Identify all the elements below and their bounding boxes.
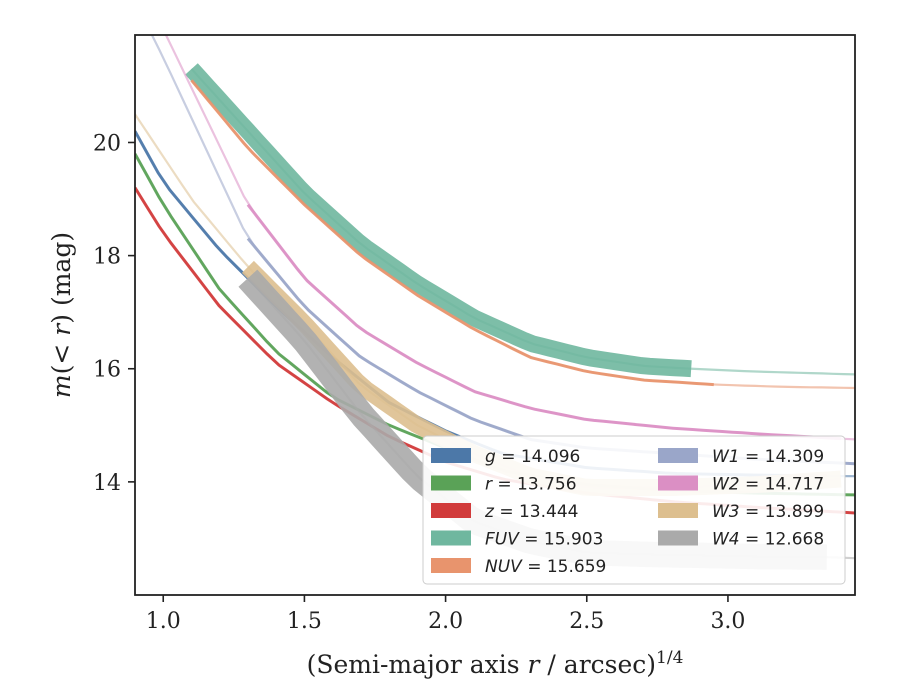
legend-item-r: r = 13.756 [431, 475, 577, 495]
legend-item-w4: W4 = 12.668 [658, 530, 824, 550]
series-nuv-line [190, 79, 714, 387]
legend-item-fuv: FUV = 15.903 [431, 530, 603, 550]
series-fuv-line [185, 63, 692, 378]
y-tick-label: 16 [93, 358, 121, 383]
x-tick-label: 2.0 [428, 609, 463, 634]
series-fuv [185, 63, 855, 378]
series-nuv [190, 79, 855, 390]
legend-label: W1 = 14.309 [712, 447, 824, 467]
series-w2-line [246, 203, 841, 441]
legend-label: z = 13.444 [484, 502, 578, 522]
plot-frame [134, 34, 856, 596]
legend-swatch [658, 530, 698, 546]
legend: g = 14.096 r = 13.756 z = 13.444 FUV = 15.9… [422, 435, 846, 585]
legend-item-w3: W3 = 13.899 [658, 502, 824, 522]
x-tick-label: 1.5 [287, 609, 322, 634]
legend-item-w1: W1 = 14.309 [658, 447, 824, 467]
legend-label: W4 = 12.668 [712, 530, 824, 550]
y-tick-label: 20 [93, 131, 121, 156]
series-w2 [164, 35, 855, 441]
legend-item-g: g = 14.096 [431, 447, 580, 467]
legend-swatch [431, 530, 471, 546]
legend-box [422, 435, 846, 585]
legend-swatch [431, 558, 471, 573]
legend-label: W2 = 14.717 [712, 475, 824, 495]
y-axis-title: m(< r) (mag) [47, 232, 76, 398]
y-tick-label: 18 [93, 245, 121, 270]
legend-label: W3 = 13.899 [712, 502, 824, 522]
legend-swatch [431, 448, 471, 463]
legend-label: r = 13.756 [485, 475, 577, 495]
y-tick-label: 14 [93, 471, 121, 496]
x-tick-label: 3.0 [710, 609, 745, 634]
legend-item-z: z = 13.444 [431, 502, 578, 522]
legend-swatch [658, 475, 698, 491]
legend-label: FUV = 15.903 [485, 530, 603, 550]
legend-label: g = 14.096 [485, 447, 580, 467]
ticks-layer: 1.0 1.5 2.0 2.5 3.0 14 16 18 20 [93, 131, 745, 634]
legend-item-w2: W2 = 14.717 [658, 475, 824, 495]
legend-swatch [658, 503, 698, 518]
legend-swatch [431, 503, 471, 518]
legend-swatch [658, 448, 698, 463]
x-tick-label: 1.0 [146, 609, 181, 634]
legend-label: NUV = 15.659 [485, 557, 606, 577]
x-axis-title: (Semi-major axis r / arcsec)1/4 [307, 648, 684, 679]
x-tick-label: 2.5 [569, 609, 604, 634]
legend-swatch [431, 475, 471, 491]
legend-item-nuv: NUV = 15.659 [431, 557, 606, 577]
